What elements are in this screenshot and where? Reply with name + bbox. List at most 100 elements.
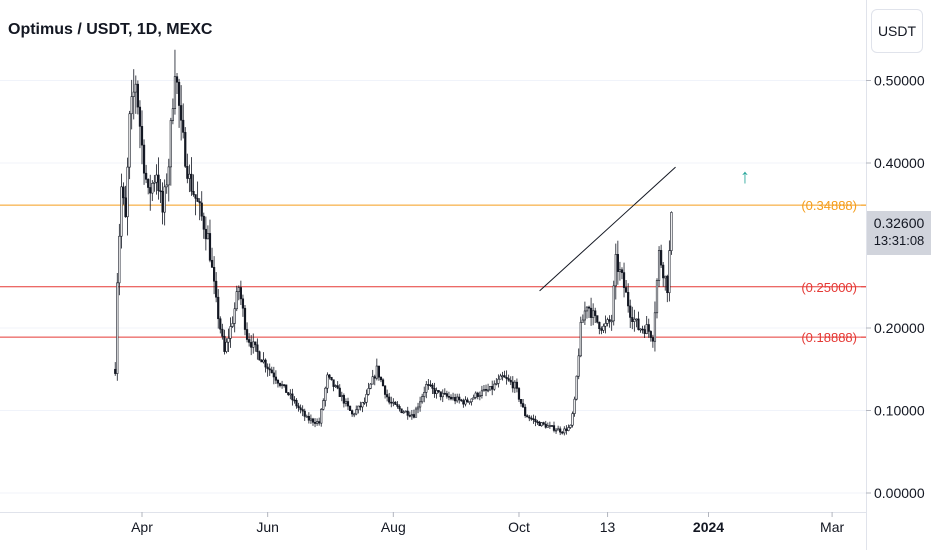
candles [114, 49, 673, 436]
candle-down [138, 106, 142, 127]
candle-up [639, 328, 642, 331]
candle-up [645, 324, 648, 334]
candle-down [184, 132, 187, 167]
currency-unit-button[interactable]: USDT [871, 9, 923, 53]
candle-down [507, 378, 510, 381]
candle-down [177, 81, 181, 106]
candle-down [318, 421, 321, 424]
candle-down [388, 396, 391, 403]
candle-down [186, 166, 189, 179]
up-arrow-icon[interactable]: ↑ [740, 166, 750, 188]
candle-down [466, 399, 469, 403]
candle-up [375, 365, 378, 379]
candle-down [536, 421, 539, 423]
candle-up [668, 250, 671, 294]
candle-up [602, 325, 605, 331]
x-tick-label: Jun [256, 519, 279, 535]
candle-down [600, 328, 603, 331]
candle-up [546, 425, 549, 428]
candle-up [361, 402, 364, 408]
candle-up [167, 166, 170, 186]
candle-up [635, 318, 638, 321]
y-tick-label: 0.40000 [874, 155, 925, 171]
candle-down [526, 415, 529, 418]
candle-up [489, 386, 492, 391]
candle-down [204, 228, 207, 240]
candle-up [252, 341, 255, 348]
candle-down [210, 259, 214, 268]
price-chart[interactable] [0, 0, 866, 512]
candle-up [575, 375, 578, 400]
candle-down [631, 317, 634, 322]
trendline [539, 166, 676, 292]
candle-down [147, 179, 150, 188]
candle-down [400, 408, 403, 413]
candle-up [501, 375, 504, 377]
candle-down [381, 379, 385, 387]
candle-up [569, 424, 572, 428]
candle-down [515, 381, 519, 389]
candle-up [365, 393, 368, 403]
candle-up [188, 173, 191, 179]
candle-down [528, 416, 531, 419]
candle-up [478, 395, 481, 397]
candle-down [542, 422, 545, 425]
candle-down [503, 375, 506, 378]
candle-down [538, 421, 541, 427]
candle-down [293, 399, 296, 402]
y-tick-label: 0.10000 [874, 403, 925, 419]
candle-up [171, 108, 175, 121]
candle-up [153, 181, 156, 184]
candle-down [458, 396, 461, 401]
candle-up [132, 91, 135, 97]
chart-title: Optimus / USDT, 1D, MEXC [8, 21, 213, 38]
candle-down [258, 351, 261, 361]
candle-up [474, 392, 477, 398]
candle-up [309, 418, 313, 421]
candle-down [559, 428, 562, 433]
candle-down [550, 425, 554, 427]
candle-down [221, 328, 224, 337]
candle-down [278, 382, 282, 386]
y-tick-label: 0.50000 [874, 73, 925, 89]
candle-up [441, 392, 444, 398]
candle-up [557, 428, 560, 431]
candle-down [443, 392, 446, 395]
candle-up [425, 384, 428, 393]
candle-down [379, 376, 383, 381]
candle-up [664, 275, 667, 279]
candle-down [336, 385, 339, 389]
candle-up [416, 406, 420, 410]
candle-up [128, 113, 131, 168]
candle-down [359, 405, 362, 408]
candle-up [610, 320, 613, 323]
candle-up [206, 233, 210, 240]
candle-down [342, 395, 345, 404]
candle-up [540, 422, 543, 427]
candle-down [348, 405, 352, 411]
candle-down [587, 306, 591, 309]
candle-up [657, 250, 661, 281]
candle-down [396, 404, 399, 407]
candle-down [330, 376, 333, 381]
last-price-badge: 0.32600 13:31:08 [867, 211, 931, 255]
candle-down [524, 406, 527, 416]
candle-down [462, 400, 465, 405]
candle-up [451, 397, 455, 400]
candle-down [270, 369, 273, 374]
candle-up [227, 338, 230, 343]
candle-up [614, 254, 617, 287]
candle-up [585, 306, 589, 312]
candle-down [624, 287, 628, 293]
candle-down [328, 374, 331, 378]
candle-down [398, 406, 401, 410]
candle-down [412, 414, 416, 418]
candle-down [454, 397, 457, 402]
chart-area[interactable] [0, 0, 866, 512]
candle-down [192, 191, 195, 195]
candle-down [386, 394, 389, 398]
candle-down [266, 366, 269, 370]
candle-down [532, 418, 535, 421]
candle-down [346, 401, 350, 407]
candle-down [390, 401, 393, 404]
